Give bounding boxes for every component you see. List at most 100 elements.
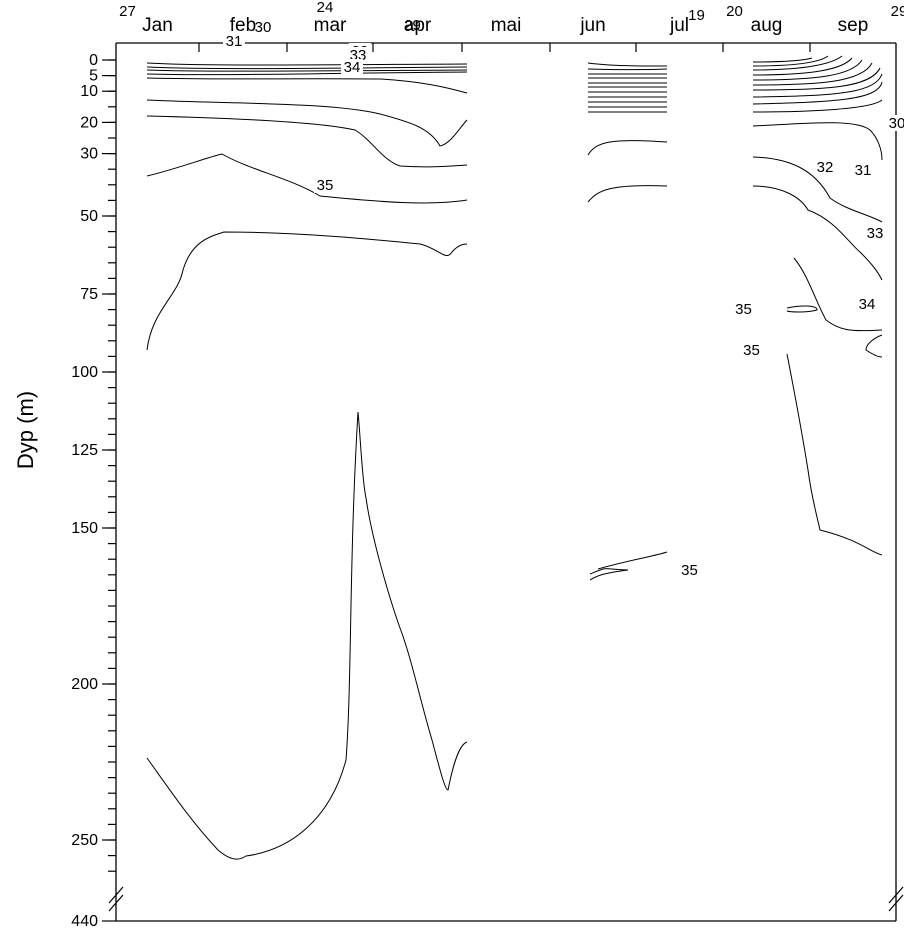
y-tick-label: 440 <box>71 913 98 929</box>
month-label: jul <box>669 15 689 36</box>
month-label: apr <box>404 15 432 36</box>
contour-line <box>146 115 468 168</box>
y-tick-label: 0 <box>89 52 98 69</box>
axis-break-mark <box>888 894 904 912</box>
contour-label: 34 <box>344 59 361 76</box>
contour-line <box>752 122 883 161</box>
contour-label-bg <box>886 115 904 131</box>
contour-labels: 2724302931323334351935202930323133353435 <box>116 0 904 579</box>
contour-line <box>752 55 843 71</box>
contour-label: 32 <box>817 159 834 176</box>
contour-line <box>752 62 873 86</box>
month-label: sep <box>838 15 869 36</box>
chart-axes <box>102 42 904 922</box>
contour-line <box>146 77 468 94</box>
contour-label-bg <box>732 301 755 317</box>
contour-label-bg <box>852 162 874 178</box>
y-tick-label: 250 <box>71 832 98 849</box>
month-label: mai <box>491 15 522 36</box>
contour-label-bg <box>401 17 424 33</box>
contour-label-bg <box>223 33 245 49</box>
contour-label: 24 <box>317 0 334 16</box>
y-tick-label: 10 <box>80 83 98 100</box>
month-label: Jan <box>142 15 173 36</box>
contour-label-bg <box>888 3 904 19</box>
contour-line <box>587 68 668 71</box>
contour-label: 30 <box>255 19 272 36</box>
contour-label-bg <box>856 296 878 312</box>
contour-line <box>752 156 883 223</box>
contour-line <box>146 69 468 72</box>
contour-label: 34 <box>859 296 876 313</box>
contour-label: 35 <box>317 177 334 194</box>
contour-label-bg <box>814 159 836 175</box>
contour-line <box>146 411 468 860</box>
y-tick-label: 20 <box>80 114 98 131</box>
contour-label-bg <box>314 0 336 15</box>
y-axis-label: Dyp (m) <box>13 391 38 469</box>
y-tick-label: 5 <box>89 68 98 85</box>
y-tick-label: 30 <box>80 146 98 163</box>
month-label: jun <box>579 15 605 36</box>
y-tick-label: 50 <box>80 208 98 225</box>
contour-line <box>146 231 468 351</box>
y-tick-label: 150 <box>71 520 98 537</box>
contour-line <box>752 55 829 67</box>
contour-line <box>752 57 813 63</box>
contour-label: 35 <box>743 342 760 359</box>
contour-line <box>793 257 883 332</box>
contour-line <box>587 62 668 67</box>
y-tick-label: 100 <box>71 364 98 381</box>
contour-line <box>786 353 883 556</box>
contour-label-bg <box>116 3 139 19</box>
axis-break-mark <box>108 894 124 912</box>
contour-line <box>752 99 883 113</box>
contour-label-bg <box>723 3 746 19</box>
contour-line <box>146 99 468 147</box>
contour-line <box>752 185 883 281</box>
contour-line <box>865 334 883 358</box>
contour-label: 31 <box>855 162 872 179</box>
contour-line <box>146 153 468 204</box>
axis-break-mark <box>888 886 904 904</box>
contour-label-bg <box>864 225 886 241</box>
contour-label: 31 <box>226 33 243 50</box>
contour-label-bg <box>685 7 708 23</box>
contour-lines <box>146 55 883 860</box>
contour-label-bg <box>314 177 336 193</box>
contour-label: 20 <box>726 3 743 20</box>
contour-line <box>146 66 468 70</box>
contour-line <box>752 73 883 98</box>
contour-label-bg <box>740 342 763 358</box>
contour-line <box>589 568 629 581</box>
contour-label: 30 <box>889 115 904 132</box>
contour-label-bg <box>341 59 363 75</box>
month-label: aug <box>751 15 783 36</box>
y-tick-label: 200 <box>71 676 98 693</box>
contour-label: 27 <box>119 3 136 20</box>
contour-label: 35 <box>735 301 752 318</box>
contour-label: 33 <box>867 225 884 242</box>
month-label: mar <box>314 15 347 36</box>
contour-line <box>597 551 668 570</box>
contour-line <box>587 140 668 156</box>
contour-line <box>146 62 468 66</box>
contour-line <box>587 185 668 203</box>
contour-label-bg <box>252 19 274 35</box>
y-tick-label: 125 <box>71 442 98 459</box>
contour-line <box>752 57 853 76</box>
contour-label-bg <box>678 562 701 578</box>
contour-label: 35 <box>681 562 698 579</box>
contour-label: 29 <box>891 3 904 20</box>
y-tick-label: 75 <box>80 286 98 303</box>
contour-line <box>752 81 883 105</box>
month-label: feb <box>230 15 256 36</box>
contour-line <box>786 305 818 313</box>
contour-label: 19 <box>688 7 705 24</box>
contour-label: 29 <box>404 17 421 34</box>
contour-line <box>146 71 468 76</box>
contour-line <box>752 67 881 91</box>
axis-break-mark <box>108 886 124 904</box>
